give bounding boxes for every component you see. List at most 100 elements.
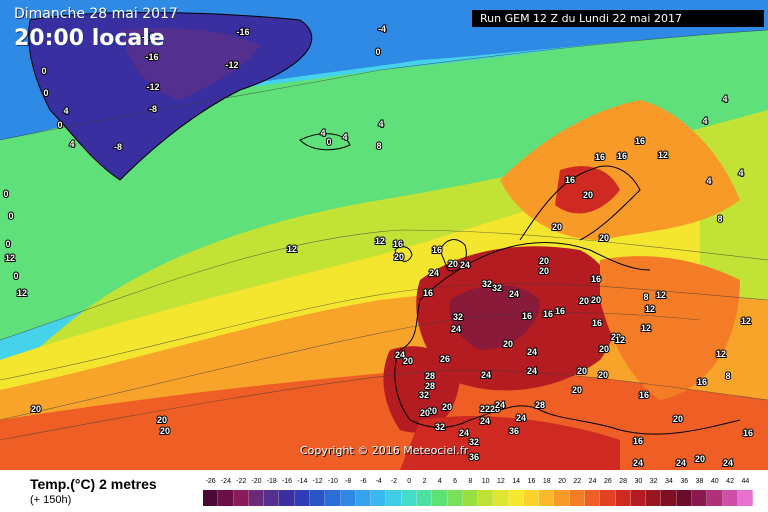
isotherm-label: 0 (5, 239, 10, 249)
isotherm-label: 20 (577, 366, 587, 376)
scale-swatch (707, 490, 723, 506)
scale-swatch (737, 490, 754, 506)
scale-swatch (630, 490, 647, 506)
isotherm-label: 24 (633, 458, 643, 468)
isotherm-label: 20 (598, 370, 608, 380)
scale-swatch (508, 490, 524, 506)
isotherm-label: 12 (641, 323, 651, 333)
isotherm-label: 24 (676, 458, 686, 468)
isotherm-label: 12 (17, 288, 27, 298)
isotherm-label: 24 (495, 400, 505, 410)
isotherm-label: 16 (543, 309, 553, 319)
isotherm-label: -4 (378, 24, 386, 34)
isotherm-label: -8 (114, 142, 122, 152)
scale-swatch (294, 490, 310, 506)
isotherm-label: 16 (635, 136, 645, 146)
forecast-date: Dimanche 28 mai 2017 (14, 6, 178, 22)
scale-swatch (432, 490, 448, 506)
north-africa-hot (400, 416, 620, 470)
isotherm-label: 20 (695, 454, 705, 464)
isotherm-label: 12 (287, 244, 297, 254)
isotherm-label: 4 (320, 128, 325, 138)
scale-tick-label: -14 (297, 478, 308, 485)
scale-tick-label: 12 (497, 478, 505, 485)
scale-tick-label: -10 (327, 478, 338, 485)
isotherm-label: 12 (375, 236, 385, 246)
isotherm-label: 12 (716, 349, 726, 359)
europe-hottest (449, 285, 540, 350)
legend-title: Temp.(°C) 2 metres (30, 476, 157, 492)
isotherm-label: 16 (591, 274, 601, 284)
isotherm-label: -12 (225, 60, 238, 70)
isotherm-label: 12 (656, 290, 666, 300)
isotherm-label: 12 (658, 150, 668, 160)
scale-ticks: -26 -24 -22 -20 -18 -16 -14 -12 -10 -8 -6 -4 -2 0 2 4 6 8… (203, 478, 753, 490)
isotherm-label: 12 (5, 253, 15, 263)
isotherm-label: 0 (43, 88, 48, 98)
isotherm-label: 4 (63, 106, 68, 116)
isotherm-label: 20 (403, 356, 413, 366)
isotherm-label: 32 (419, 390, 429, 400)
isotherm-label: 0 (326, 137, 331, 147)
scale-swatch (386, 490, 402, 506)
scale-swatch (248, 490, 265, 506)
isotherm-label: 20 (579, 296, 589, 306)
scale-swatch (646, 490, 662, 506)
scale-swatch (478, 490, 494, 506)
scale-tick-label: 6 (453, 478, 458, 485)
scale-tick-label: 36 (680, 478, 689, 485)
scale-bar (203, 490, 754, 506)
scale-swatch (203, 490, 219, 506)
east-europe-warm (600, 256, 740, 400)
scale-tick-label: -6 (360, 478, 367, 485)
scale-tick-label: 16 (527, 478, 536, 485)
legend: Temp.(°C) 2 metres (+ 150h) -26 -24 -22 -20… (0, 470, 768, 512)
isotherm-label: 20 (611, 332, 621, 342)
isotherm-label: 8 (376, 141, 381, 151)
color-scale: -26 -24 -22 -20 -18 -16 -14 -12 -10 -8 -6 -4 -2 0 2 4 6 8… (203, 478, 754, 510)
isotherm-label: 4 (342, 132, 347, 142)
isotherm-label: -16 (236, 27, 249, 37)
isotherm-label: 0 (57, 120, 62, 130)
forecast-time: 20:00 locale (14, 26, 165, 51)
isotherm-label: 20 (503, 339, 513, 349)
scale-tick-label: 22 (573, 478, 582, 485)
scale-swatch (279, 490, 295, 506)
scale-swatch (447, 490, 463, 506)
scale-tick-label: -16 (281, 478, 293, 485)
isotherm-label: 32 (469, 437, 479, 447)
scale-swatch (722, 490, 738, 506)
scale-tick-label: 34 (665, 478, 673, 485)
scale-swatch (371, 490, 387, 506)
isotherm-label: 24 (460, 260, 470, 270)
scale-tick-label: -4 (375, 478, 382, 485)
isotherm-label: 36 (469, 452, 479, 462)
isotherm-label: 24 (527, 366, 537, 376)
scale-tick-label: 0 (407, 478, 412, 485)
isotherm-label: 24 (429, 268, 439, 278)
scale-swatch (233, 490, 249, 506)
isotherm-label: 16 (423, 288, 433, 298)
isotherm-label: 16 (565, 175, 575, 185)
scandinavia-hot (555, 166, 620, 214)
isotherm-label: 24 (509, 289, 519, 299)
scale-swatch (401, 490, 417, 506)
scale-tick-label: 26 (603, 478, 612, 485)
isotherm-label: 20 (599, 344, 609, 354)
isotherm-label: 16 (393, 239, 403, 249)
scale-swatch (218, 490, 234, 506)
isotherm-label: 16 (697, 377, 707, 387)
isotherm-label: 16 (617, 151, 627, 161)
isotherm-label: 36 (509, 426, 519, 436)
scale-tick-label: -22 (236, 478, 247, 485)
scale-swatch (462, 490, 479, 506)
isotherm-label: 20 (572, 385, 582, 395)
scale-swatch (661, 490, 677, 506)
scale-tick-label: 42 (726, 478, 734, 485)
isotherm-label: 24 (459, 428, 469, 438)
isotherm-label: 20 (448, 259, 458, 269)
scale-tick-label: 2 (422, 478, 427, 485)
scale-tick-label: -20 (251, 478, 262, 485)
isotherm-label: 4 (702, 116, 707, 126)
